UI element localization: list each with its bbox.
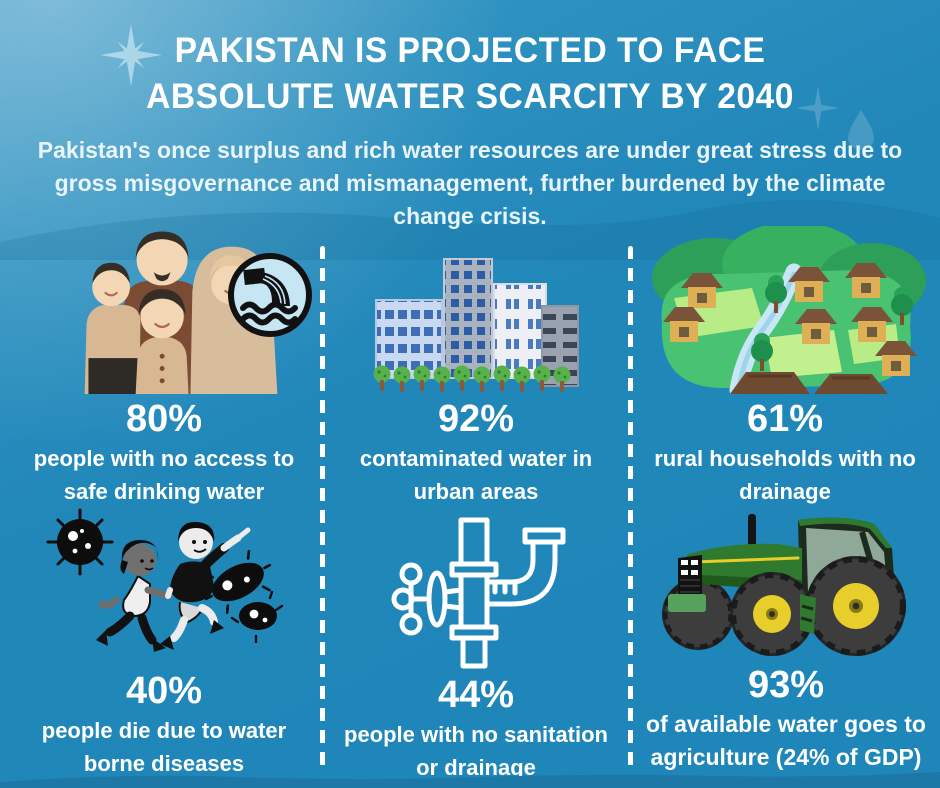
stat-value: 93% xyxy=(747,664,825,706)
stat-value: 61% xyxy=(746,398,824,440)
stat-card-sanitation: 44% people with no sanitation or drainag… xyxy=(330,500,622,784)
sewage-outfall-icon xyxy=(228,253,312,337)
stat-value: 40% xyxy=(125,670,203,712)
footer-wave xyxy=(0,772,940,788)
stat-illustration xyxy=(330,500,622,670)
stat-card-agriculture: 93% of available water goes to agricultu… xyxy=(638,496,934,774)
dashed-divider xyxy=(320,246,325,770)
dashed-divider xyxy=(628,246,633,770)
children-germs-illustration xyxy=(46,508,284,652)
stat-illustration xyxy=(14,222,314,394)
stat-illustration xyxy=(14,500,314,666)
stat-label: of available water goes to agriculture (… xyxy=(646,711,926,770)
stat-value: 80% xyxy=(125,398,203,440)
stat-illustration xyxy=(330,222,622,394)
village-illustration xyxy=(652,226,926,394)
pipes-valve-illustration xyxy=(391,517,566,669)
stat-label: people die due to water borne diseases xyxy=(41,718,287,776)
stat-card-rural-drainage: 61% rural households with no drainage xyxy=(638,222,932,508)
stat-label: people with no sanitation or drainage xyxy=(344,722,608,780)
sparkle-icon-faint xyxy=(796,86,840,130)
stat-card-waterborne-diseases: 40% people die due to water borne diseas… xyxy=(14,500,314,780)
stat-card-urban-water: 92% contaminated water in urban areas xyxy=(330,222,622,508)
stat-label: contaminated water in urban areas xyxy=(359,446,593,504)
stat-illustration xyxy=(638,496,934,660)
sparkle-icon xyxy=(100,24,162,86)
title-line-2: ABSOLUTE WATER SCARCITY BY 2040 xyxy=(146,77,794,116)
title-line-1: PAKISTAN IS PROJECTED TO FACE xyxy=(174,31,766,70)
header: PAKISTAN IS PROJECTED TO FACE ABSOLUTE W… xyxy=(0,0,940,233)
stat-value: 44% xyxy=(437,674,515,716)
stat-label: people with no access to safe drinking w… xyxy=(33,446,295,504)
stat-card-drinking-water: 80% people with no access to safe drinki… xyxy=(14,222,314,508)
page-subtitle: Pakistan's once surplus and rich water r… xyxy=(37,137,903,229)
stat-label: rural households with no drainage xyxy=(654,446,916,504)
stat-value: 92% xyxy=(437,398,515,440)
page-title: PAKISTAN IS PROJECTED TO FACE ABSOLUTE W… xyxy=(19,28,921,120)
tractor-illustration xyxy=(662,514,906,656)
city-buildings-illustration xyxy=(373,258,579,392)
stat-illustration xyxy=(638,222,932,394)
water-drop-icon xyxy=(848,110,874,150)
